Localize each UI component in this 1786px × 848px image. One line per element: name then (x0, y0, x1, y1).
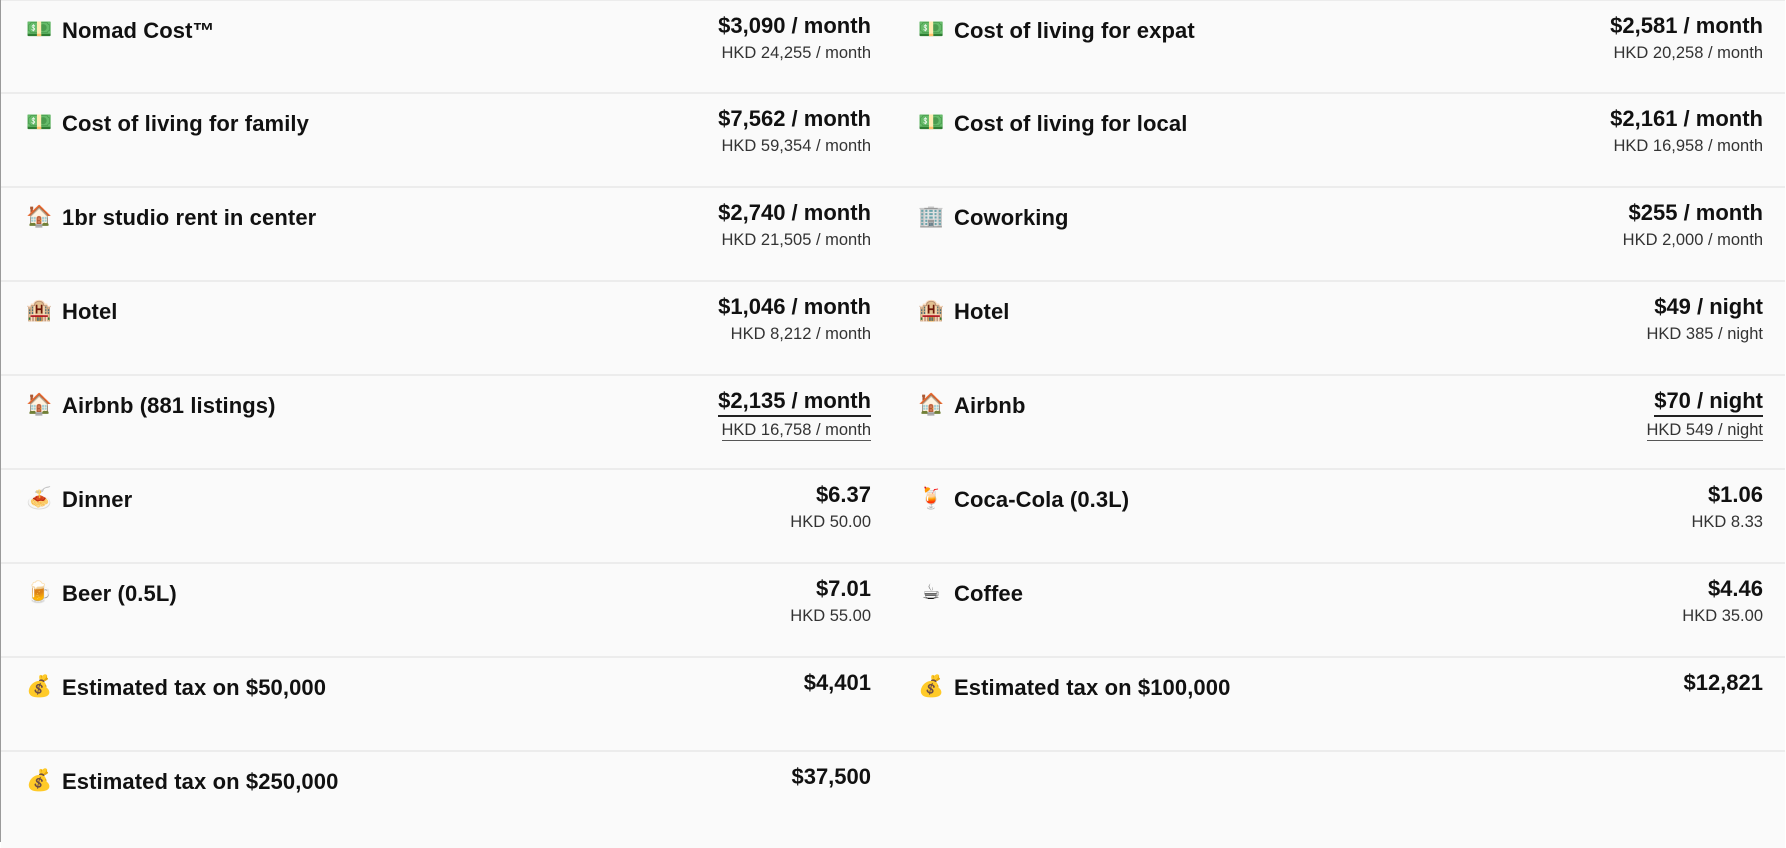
cost-label: Hotel (62, 299, 118, 324)
cost-item-airbnb-night[interactable]: 🏠 Airbnb $70 / night HKD 549 / night (893, 376, 1785, 468)
cost-item-tax-50k[interactable]: 💰 Estimated tax on $50,000 $4,401 (1, 658, 893, 750)
cost-local: HKD 8.33 (1691, 513, 1763, 531)
cost-label: Airbnb (881 listings) (62, 393, 276, 418)
cost-local: HKD 55.00 (790, 607, 871, 625)
cost-usd: $3,090 / month (718, 13, 871, 38)
cost-usd: $49 / night (1654, 294, 1763, 319)
cost-label: Coffee (954, 581, 1024, 606)
money-bag-icon: 💰 (26, 769, 53, 792)
dollar-banknote-icon: 💵 (918, 18, 945, 41)
house-icon: 🏠 (26, 393, 53, 416)
cost-item-dinner[interactable]: 🍝 Dinner $6.37 HKD 50.00 (1, 470, 893, 562)
office-building-icon: 🏢 (918, 205, 945, 228)
money-bag-icon: 💰 (918, 675, 945, 698)
airbnb-usd-link[interactable]: $2,135 / month (718, 388, 871, 417)
cost-local: HKD 50.00 (790, 513, 871, 531)
cost-usd: $4,401 (803, 670, 871, 695)
house-icon: 🏠 (26, 205, 53, 228)
cost-item-hotel-month[interactable]: 🏨 Hotel $1,046 / month HKD 8,212 / month (1, 282, 893, 374)
cost-item-tax-100k[interactable]: 💰 Estimated tax on $100,000 $12,821 (893, 658, 1785, 750)
dollar-banknote-icon: 💵 (26, 111, 53, 134)
cost-item-coworking[interactable]: 🏢 Coworking $255 / month HKD 2,000 / mon… (893, 188, 1785, 280)
cost-item-nomad-cost[interactable]: 💵 Nomad Cost™ $3,090 / month HKD 24,255 … (1, 1, 893, 92)
cost-item-coca-cola[interactable]: 🍹 Coca-Cola (0.3L) $1.06 HKD 8.33 (893, 470, 1785, 562)
beer-mug-icon: 🍺 (26, 581, 53, 604)
cost-row: 💵 Cost of living for family $7,562 / mon… (1, 94, 1785, 188)
hotel-icon: 🏨 (26, 299, 53, 322)
cost-row: 🏠 Airbnb (881 listings) $2,135 / month H… (1, 376, 1785, 470)
coffee-cup-icon: ☕ (921, 581, 941, 604)
hotel-icon: 🏨 (918, 299, 945, 322)
cost-local: HKD 24,255 / month (721, 44, 872, 62)
cost-label: Nomad Cost™ (62, 18, 215, 43)
cost-label: Estimated tax on $250,000 (62, 769, 339, 794)
cost-item-family[interactable]: 💵 Cost of living for family $7,562 / mon… (1, 94, 893, 186)
cost-local: HKD 385 / night (1646, 325, 1763, 343)
cost-item-expat[interactable]: 💵 Cost of living for expat $2,581 / mont… (893, 1, 1785, 92)
cost-item-airbnb-month[interactable]: 🏠 Airbnb (881 listings) $2,135 / month H… (1, 376, 893, 468)
cost-usd: $2,581 / month (1610, 13, 1763, 38)
cost-usd: $255 / month (1628, 200, 1763, 225)
cost-usd: $4.46 (1707, 576, 1763, 601)
cost-usd: $37,500 (791, 764, 871, 789)
cost-row: 🏠 1br studio rent in center $2,740 / mon… (1, 188, 1785, 282)
cost-label: Cost of living for family (62, 111, 309, 136)
cost-local: HKD 35.00 (1682, 607, 1763, 625)
cost-usd: $2,740 / month (718, 200, 871, 225)
cost-row: 💰 Estimated tax on $250,000 $37,500 (1, 752, 1785, 848)
cost-row: 🍺 Beer (0.5L) $7.01 HKD 55.00 ☕ Coffee $… (1, 564, 1785, 658)
spaghetti-icon: 🍝 (26, 487, 53, 510)
cost-label: Cost of living for expat (954, 18, 1195, 43)
cost-label: Cost of living for local (954, 111, 1188, 136)
airbnb-local-link[interactable]: HKD 16,758 / month (721, 421, 871, 441)
cost-label: Coworking (954, 205, 1069, 230)
cost-item-beer[interactable]: 🍺 Beer (0.5L) $7.01 HKD 55.00 (1, 564, 893, 656)
money-bag-icon: 💰 (26, 675, 53, 698)
cost-local: HKD 16,958 / month (1613, 137, 1764, 155)
cost-usd: $1,046 / month (718, 294, 871, 319)
cost-local: HKD 59,354 / month (721, 137, 872, 155)
cost-label: Estimated tax on $100,000 (954, 675, 1231, 700)
cost-row: 💰 Estimated tax on $50,000 $4,401 💰 Esti… (1, 658, 1785, 752)
cost-label: Beer (0.5L) (62, 581, 177, 606)
cost-local: HKD 2,000 / month (1622, 231, 1763, 249)
airbnb-local-link[interactable]: HKD 549 / night (1646, 421, 1763, 441)
cost-item-tax-250k[interactable]: 💰 Estimated tax on $250,000 $37,500 (1, 752, 893, 848)
cost-label: Airbnb (954, 393, 1026, 418)
cost-local: HKD 21,505 / month (721, 231, 872, 249)
cost-row: 🏨 Hotel $1,046 / month HKD 8,212 / month… (1, 282, 1785, 376)
cost-item-studio-rent[interactable]: 🏠 1br studio rent in center $2,740 / mon… (1, 188, 893, 280)
cost-usd: $1.06 (1707, 482, 1763, 507)
cost-row: 🍝 Dinner $6.37 HKD 50.00 🍹 Coca-Cola (0.… (1, 470, 1785, 564)
dollar-banknote-icon: 💵 (26, 18, 53, 41)
cost-row: 💵 Nomad Cost™ $3,090 / month HKD 24,255 … (1, 0, 1785, 94)
cost-label: Coca-Cola (0.3L) (954, 487, 1130, 512)
empty-cell (893, 752, 1785, 848)
house-icon: 🏠 (918, 393, 945, 416)
cost-item-hotel-night[interactable]: 🏨 Hotel $49 / night HKD 385 / night (893, 282, 1785, 374)
cost-usd: $6.37 (815, 482, 871, 507)
cost-usd: $7,562 / month (718, 106, 871, 131)
cost-item-coffee[interactable]: ☕ Coffee $4.46 HKD 35.00 (893, 564, 1785, 656)
cost-label: Hotel (954, 299, 1010, 324)
cost-item-local[interactable]: 💵 Cost of living for local $2,161 / mont… (893, 94, 1785, 186)
dollar-banknote-icon: 💵 (918, 111, 945, 134)
airbnb-usd-link[interactable]: $70 / night (1654, 388, 1763, 417)
cost-local: HKD 20,258 / month (1613, 44, 1764, 62)
cost-label: 1br studio rent in center (62, 205, 317, 230)
tropical-drink-icon: 🍹 (918, 487, 945, 510)
cost-usd: $2,161 / month (1610, 106, 1763, 131)
cost-label: Dinner (62, 487, 133, 512)
cost-local: HKD 8,212 / month (730, 325, 871, 343)
cost-usd: $7.01 (815, 576, 871, 601)
cost-label: Estimated tax on $50,000 (62, 675, 327, 700)
cost-usd: $12,821 (1683, 670, 1763, 695)
